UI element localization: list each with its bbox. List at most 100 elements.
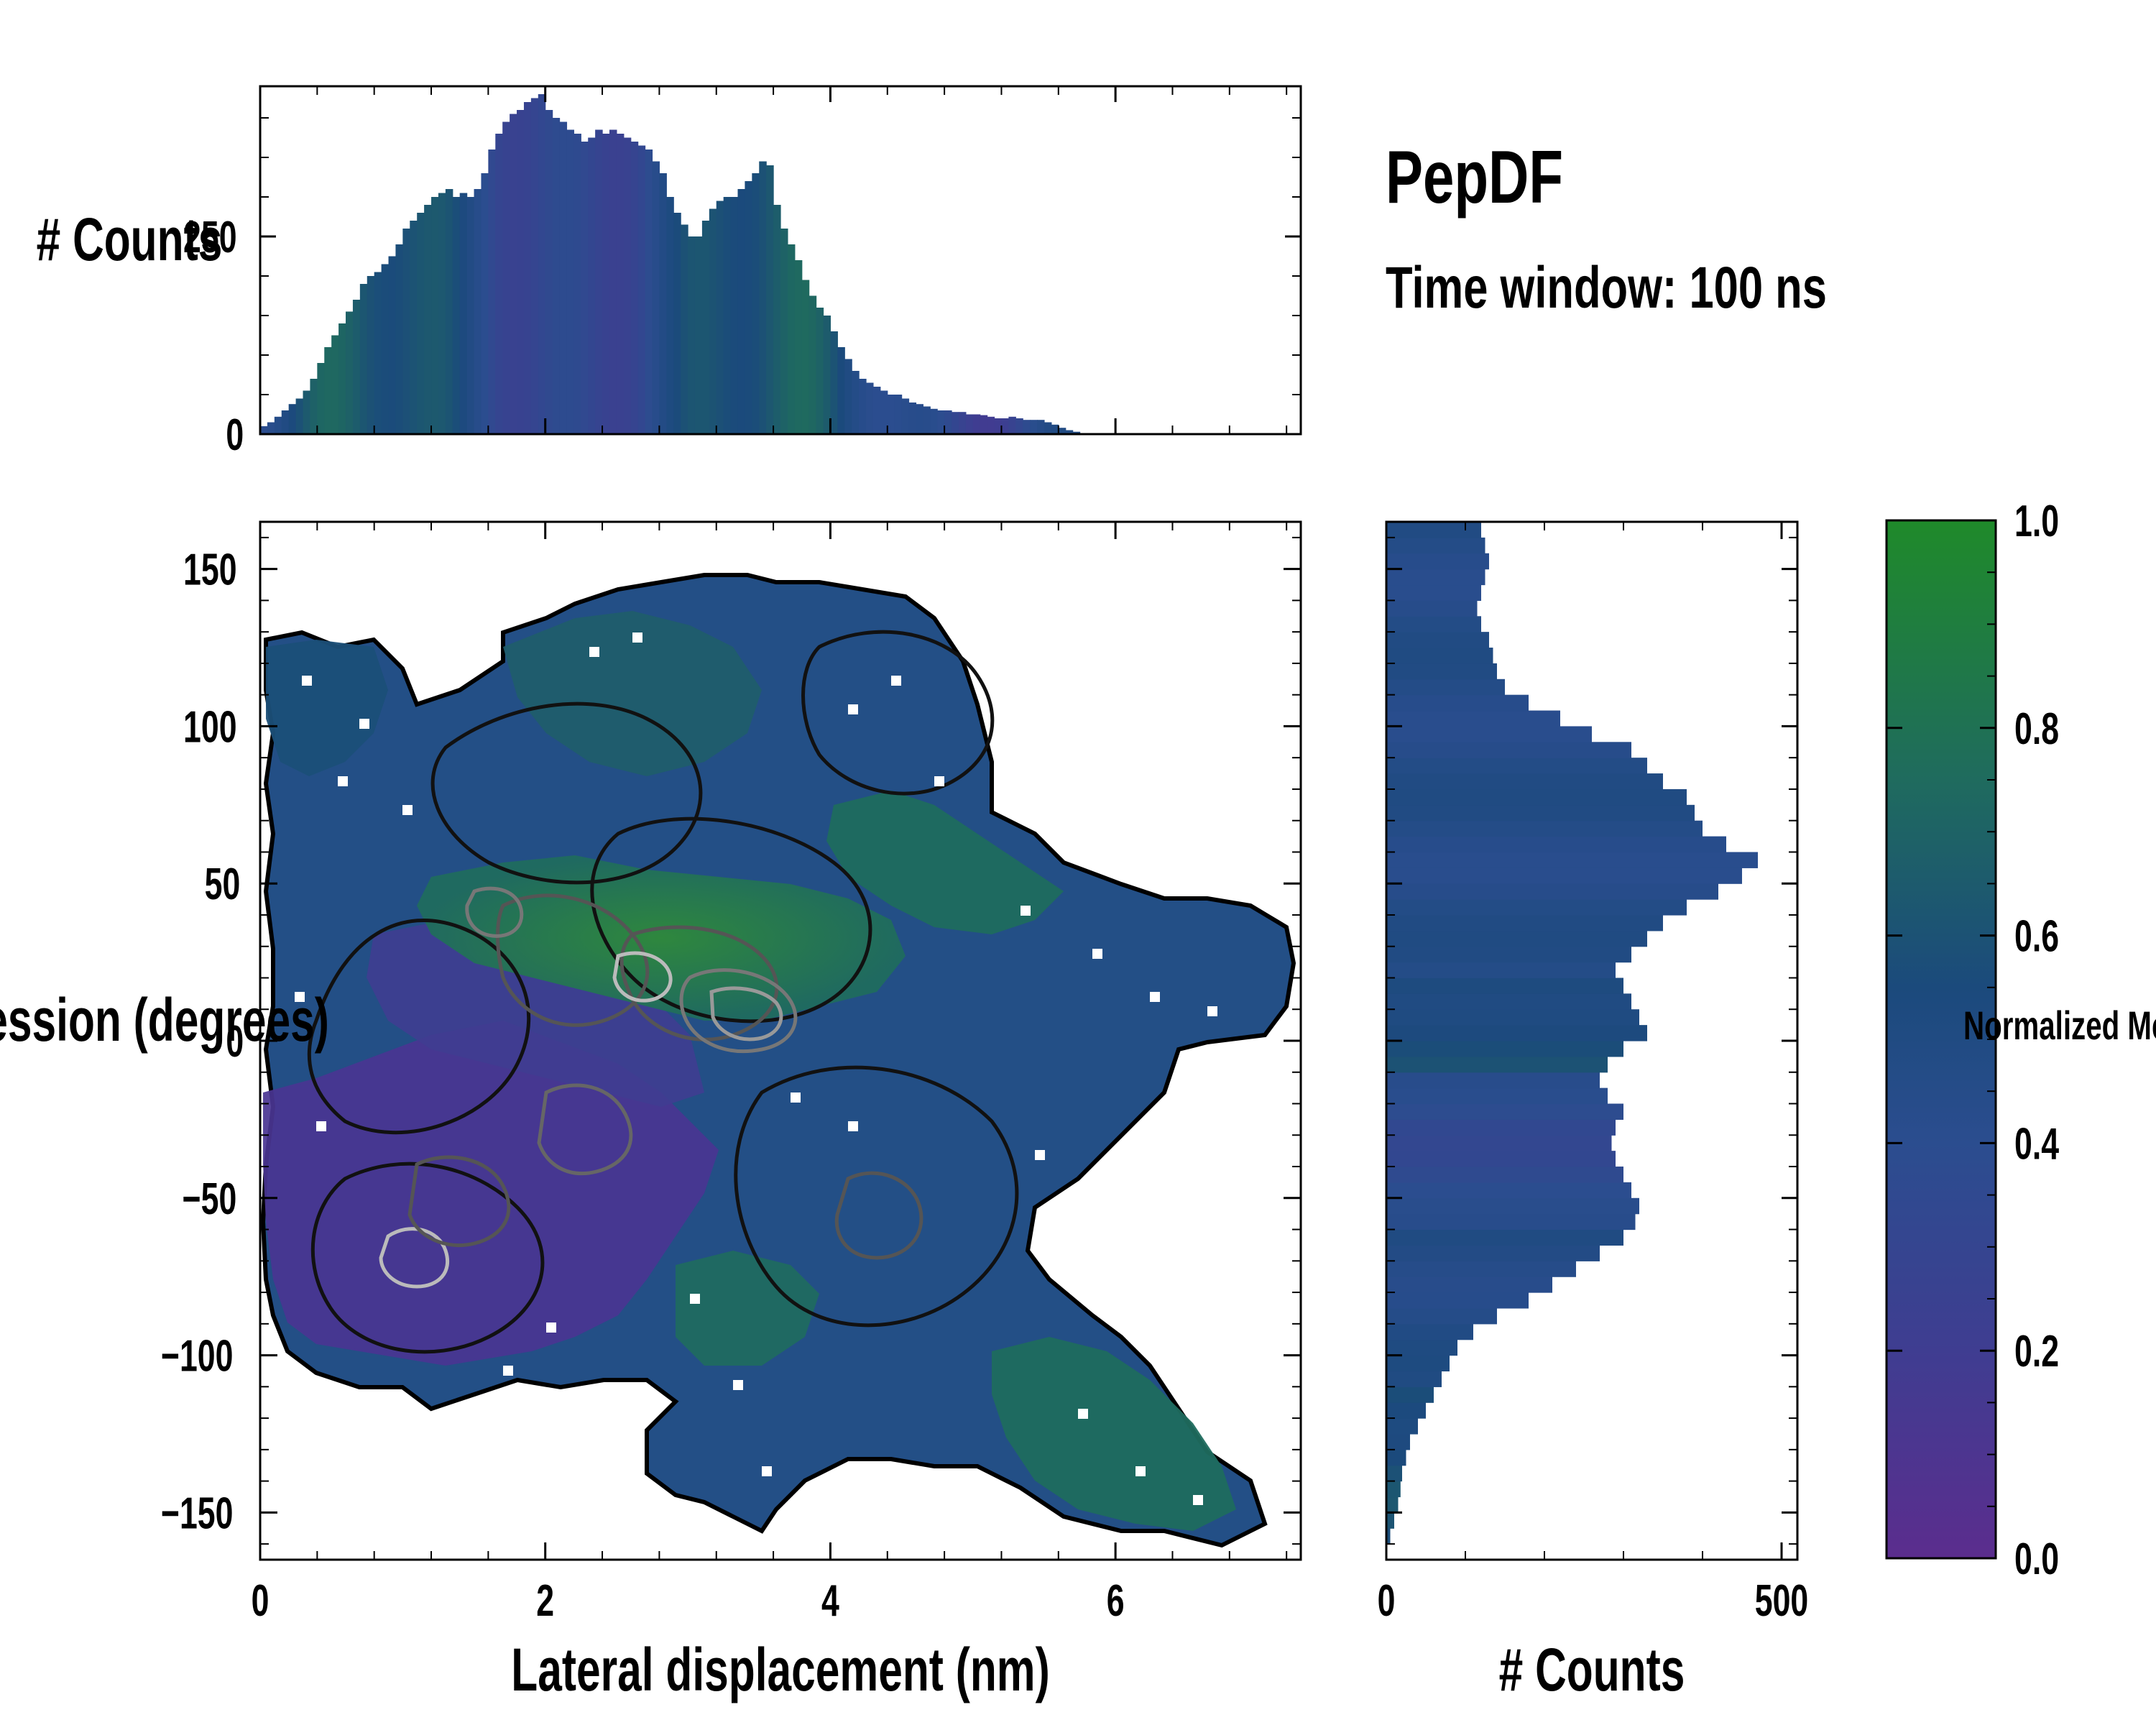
right-histogram-bar — [1386, 1402, 1426, 1419]
right-histogram-bar — [1386, 1056, 1608, 1073]
top-histogram-bar — [952, 412, 959, 434]
top-histogram-bar — [609, 129, 617, 434]
top-histogram-bar — [630, 142, 639, 434]
top-histogram-bar — [417, 213, 425, 434]
top-histogram-bar — [459, 193, 468, 434]
top-histogram-bars — [260, 94, 1081, 434]
top-histogram-bar — [502, 121, 510, 434]
top-histogram-bar — [431, 197, 439, 434]
right-histogram-bar — [1386, 836, 1726, 853]
main-ytick-label: 50 — [205, 860, 241, 909]
main-heatmap: 0 2 4 6 150 100 50 0 −50 −100 −150 Lateral displa… — [0, 520, 1302, 1703]
right-histogram-bar — [1386, 239, 1402, 254]
top-histogram-bar — [552, 118, 561, 434]
right-histogram-bar — [1386, 773, 1663, 790]
right-histogram-bar — [1386, 1151, 1616, 1167]
right-histogram-bar — [1386, 396, 1505, 412]
heatmap-region-green-4 — [676, 1251, 819, 1366]
chart-subtitle: Time window: 100 ns — [1386, 254, 1827, 321]
colorbar-tick-label: 1.0 — [2014, 497, 2059, 546]
right-histogram-bar — [1386, 1167, 1623, 1183]
top-histogram-bar — [1008, 416, 1016, 434]
right-histogram-bar — [1386, 946, 1631, 963]
colorbar-tick-label: 0.6 — [2014, 912, 2059, 962]
top-histogram-bar — [616, 134, 625, 434]
top-histogram-bar — [466, 197, 475, 434]
top-histogram-bar — [402, 229, 410, 434]
right-histogram-bar — [1386, 1481, 1401, 1498]
right-histogram-bar — [1386, 1213, 1636, 1230]
right-histogram-bar — [1386, 930, 1647, 947]
top-histogram-ticks: 0 250 — [183, 86, 1301, 460]
colorbar-tick-label: 0.2 — [2014, 1327, 2059, 1376]
right-histogram-bar — [1386, 380, 1497, 396]
top-histogram-bar — [701, 221, 710, 434]
top-histogram-bar — [338, 323, 346, 434]
main-ytick-labels: 150 100 50 0 −50 −100 −150 — [161, 546, 244, 1539]
right-histogram-bar — [1386, 569, 1485, 586]
top-histogram-bar — [517, 110, 525, 434]
right-histogram-bar — [1386, 553, 1489, 570]
heatmap-cells — [260, 573, 1296, 1548]
top-histogram-bar — [324, 347, 332, 434]
right-histogram-bar — [1386, 820, 1703, 837]
top-histogram-bar — [602, 134, 610, 434]
top-histogram-bar — [381, 264, 390, 434]
top-histogram-bar — [694, 236, 703, 434]
top-histogram-bar — [260, 426, 268, 434]
top-histogram-bar — [766, 165, 774, 434]
right-histogram-bar — [1386, 1449, 1406, 1466]
top-histogram-bar — [595, 129, 603, 434]
x-axis-label: Lateral displacement (nm) — [511, 1636, 1049, 1703]
right-histogram-bar — [1386, 223, 1394, 239]
main-xtick-label: 6 — [1107, 1576, 1125, 1626]
top-histogram-bar — [866, 382, 874, 434]
top-histogram-bar — [652, 161, 660, 434]
top-histogram-bar — [1044, 422, 1052, 434]
colorbar-tick-label: 0.0 — [2014, 1535, 2059, 1584]
top-histogram-bar — [267, 422, 275, 434]
top-histogram-bar — [923, 406, 931, 434]
top-histogram-bar — [859, 379, 867, 434]
top-histogram-bar — [816, 308, 824, 434]
main-xtick-labels: 0 2 4 6 — [252, 1576, 1125, 1626]
top-histogram-bar — [295, 398, 304, 434]
top-histogram-bar — [352, 300, 361, 434]
right-histogram-bar — [1386, 710, 1560, 727]
top-histogram-bar — [1065, 430, 1074, 434]
right-histogram-xlabel: # Counts — [1499, 1636, 1685, 1703]
chart-title: PepDF — [1386, 136, 1563, 218]
right-histogram-bar — [1386, 1087, 1608, 1105]
right-histogram-bar — [1386, 1496, 1399, 1513]
right-histogram-bar — [1386, 899, 1687, 916]
right-histogram-bar — [1386, 1103, 1623, 1120]
top-histogram-bar — [709, 208, 717, 434]
top-histogram-bar — [659, 173, 667, 434]
top-histogram-bar — [723, 197, 732, 434]
right-histogram-bar — [1386, 663, 1497, 680]
main-ytick-label: 0 — [226, 1017, 244, 1067]
top-histogram-bar — [894, 395, 903, 434]
contour-lines — [307, 630, 1019, 1354]
heatmap-region-green-2 — [826, 791, 1064, 934]
main-xtick-label: 2 — [536, 1576, 554, 1626]
top-histogram-bar — [830, 331, 838, 434]
right-histogram-bar — [1386, 1355, 1450, 1372]
right-histogram-bar — [1386, 694, 1529, 712]
top-histogram-bar — [673, 213, 681, 434]
top-histogram-bar — [645, 150, 653, 434]
main-ytick-label: −50 — [183, 1174, 237, 1224]
right-histogram-bar — [1386, 993, 1631, 1010]
top-histogram-bar — [1030, 420, 1038, 434]
top-histogram: 0 250 # Counts — [37, 85, 1302, 460]
top-histogram-bar — [887, 395, 895, 434]
main-ytick-label: −150 — [161, 1489, 234, 1538]
top-histogram-bar — [759, 161, 767, 434]
right-histogram-bar — [1386, 1041, 1623, 1057]
top-histogram-bar — [1037, 420, 1045, 434]
right-histogram-bar — [1386, 978, 1623, 994]
top-histogram-bar — [965, 414, 974, 434]
top-histogram-bar — [281, 410, 290, 434]
right-histogram-bar — [1386, 1009, 1639, 1026]
right-histogram-bar — [1386, 490, 1489, 506]
